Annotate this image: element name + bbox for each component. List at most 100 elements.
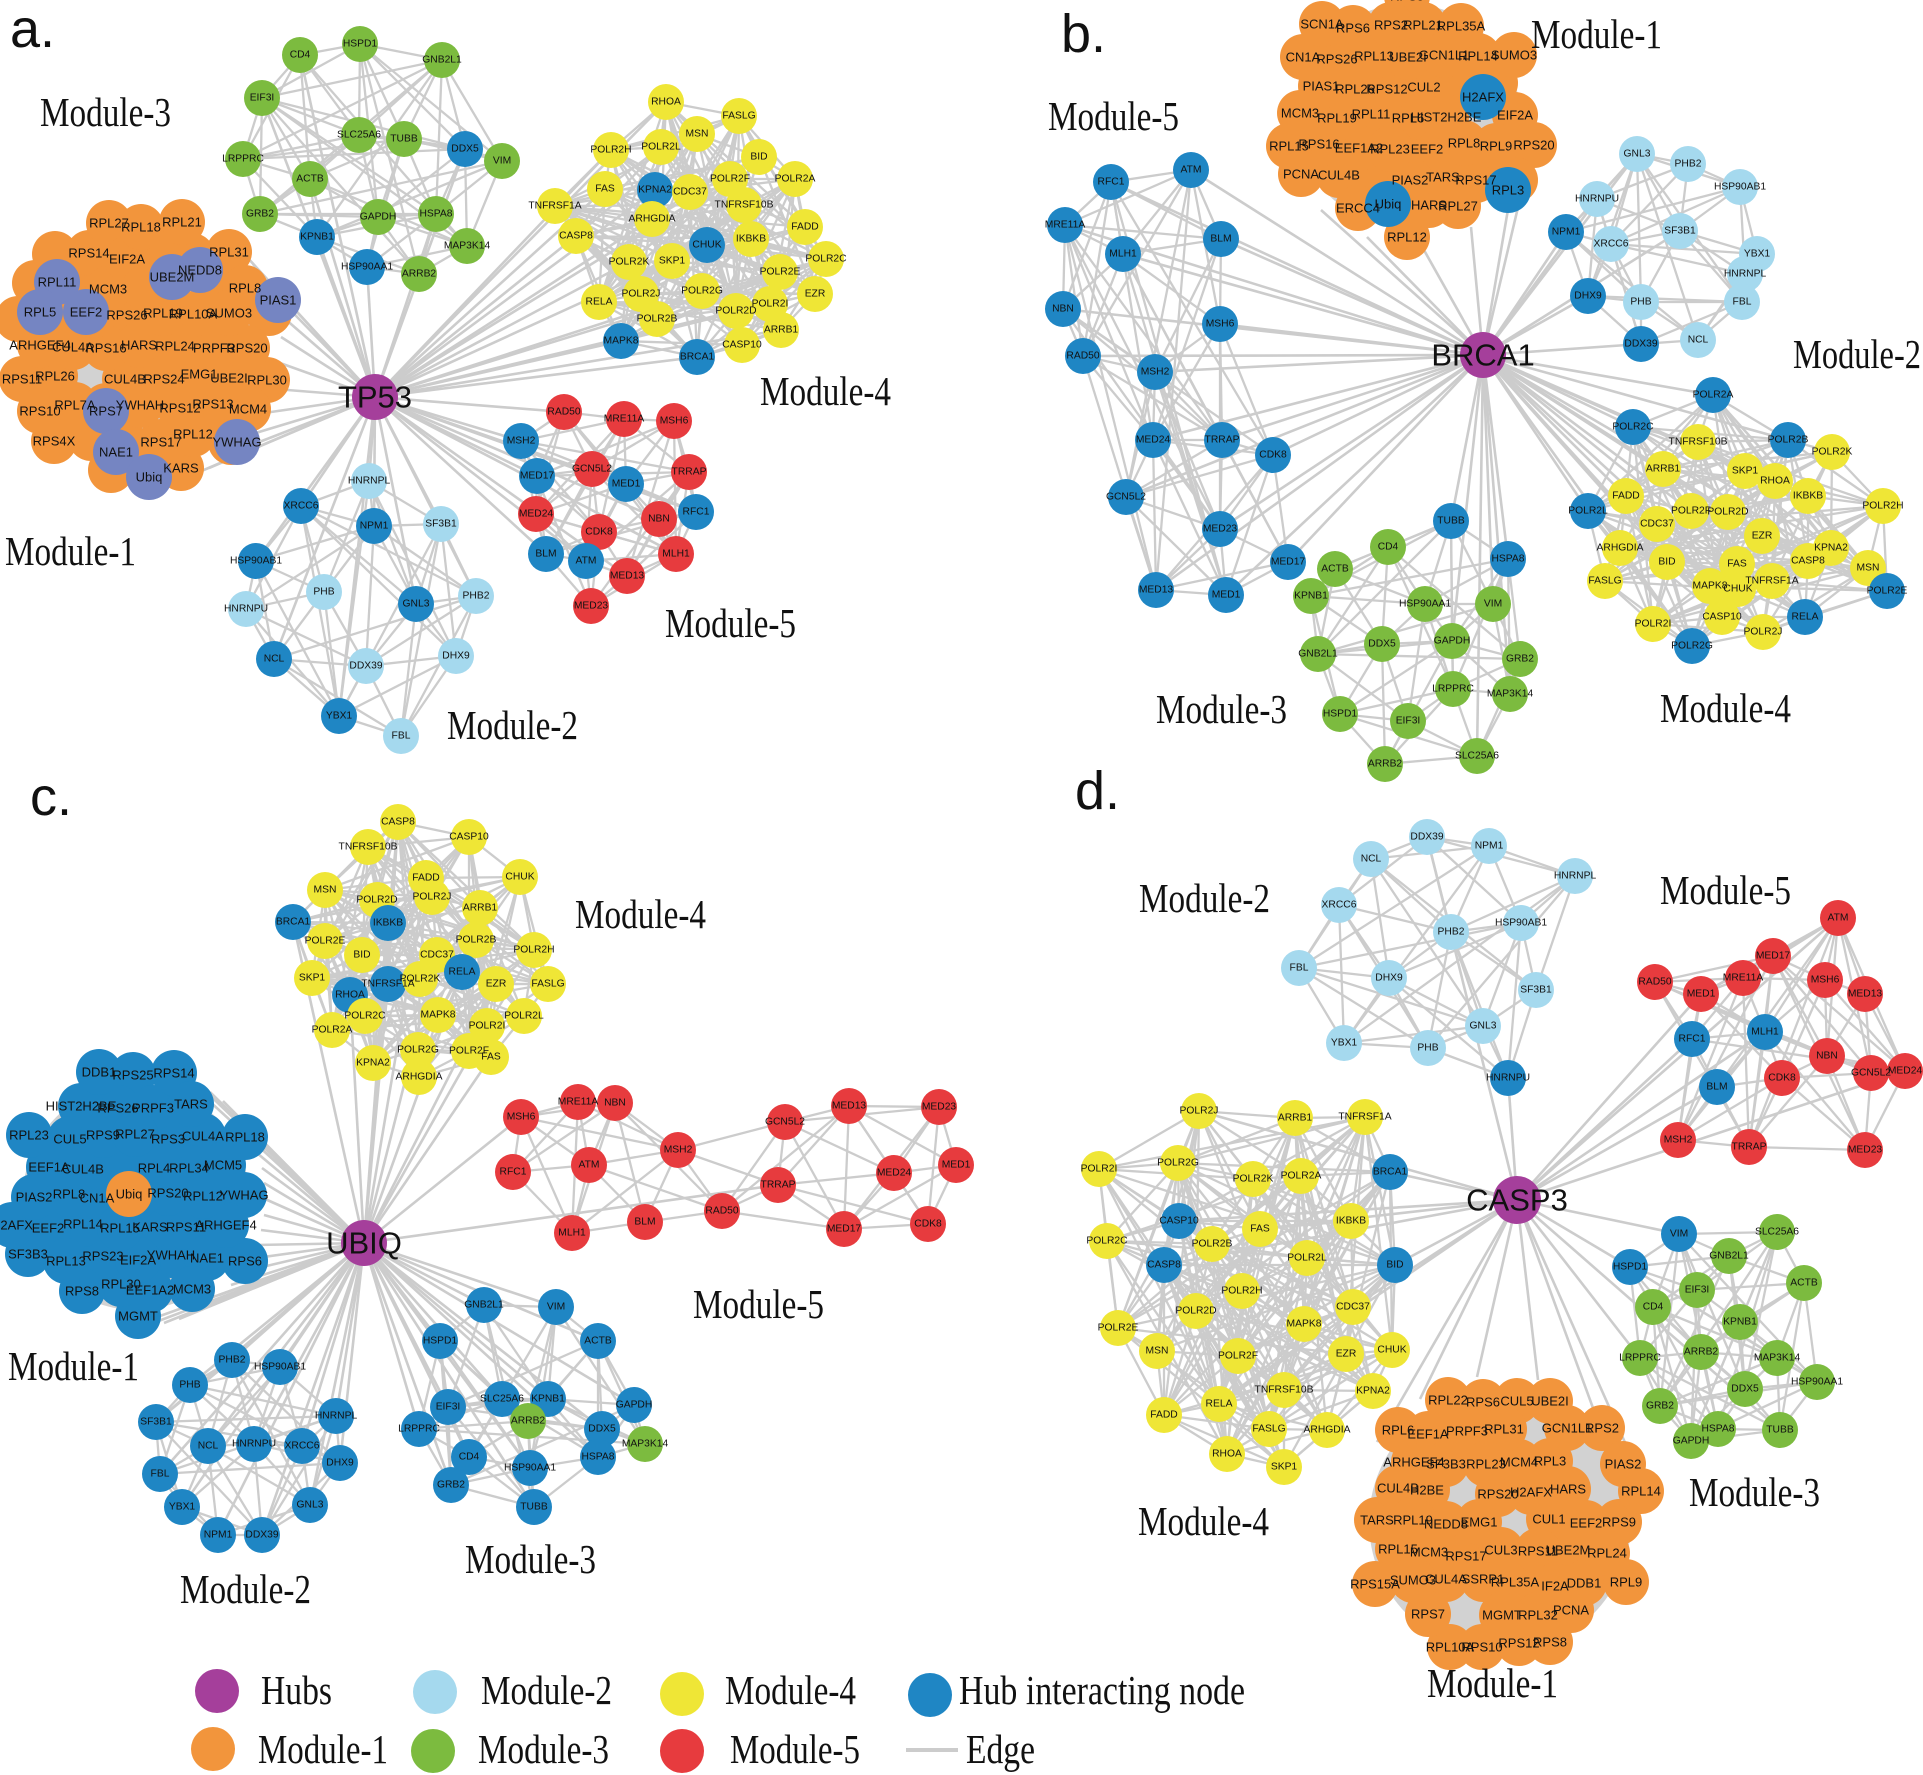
svg-text:RPL34: RPL34 (169, 1161, 209, 1176)
svg-text:TUBB: TUBB (1766, 1425, 1794, 1436)
svg-text:GAPDH: GAPDH (360, 212, 397, 223)
svg-text:POLR2A: POLR2A (312, 1025, 353, 1036)
svg-text:BID: BID (750, 152, 767, 163)
svg-text:ARRB2: ARRB2 (1368, 759, 1403, 770)
svg-text:MED23: MED23 (1848, 1145, 1883, 1156)
svg-text:RPL24: RPL24 (1587, 1546, 1627, 1561)
svg-text:XRCC6: XRCC6 (284, 501, 319, 512)
svg-text:CASP3: CASP3 (1466, 1183, 1568, 1218)
svg-text:RPL13: RPL13 (1354, 49, 1394, 64)
svg-text:RPS8: RPS8 (65, 1284, 99, 1299)
svg-text:MSH2: MSH2 (507, 436, 536, 447)
svg-text:POLR2B: POLR2B (1768, 435, 1809, 446)
svg-text:MAP3K14: MAP3K14 (1754, 1353, 1801, 1364)
svg-text:BLM: BLM (1706, 1082, 1727, 1093)
svg-text:MAPK8: MAPK8 (421, 1010, 456, 1021)
svg-text:POLR2H: POLR2H (1862, 501, 1903, 512)
svg-text:VIM: VIM (547, 1302, 565, 1313)
svg-text:HNRNPL: HNRNPL (1724, 269, 1767, 280)
svg-text:MSH6: MSH6 (1206, 319, 1235, 330)
svg-text:RAD50: RAD50 (547, 407, 580, 418)
svg-text:RPL19: RPL19 (1393, 1513, 1433, 1528)
svg-text:RPL11: RPL11 (1352, 107, 1391, 122)
svg-text:ACTB: ACTB (1321, 564, 1349, 575)
svg-text:EEF1A: EEF1A (1407, 1427, 1449, 1442)
svg-text:FASLG: FASLG (1252, 1424, 1285, 1435)
svg-text:MSH6: MSH6 (507, 1112, 536, 1123)
svg-text:LRPPRC: LRPPRC (1619, 1353, 1661, 1364)
svg-text:GCN5L2: GCN5L2 (765, 1117, 805, 1128)
svg-text:HSP90AA1: HSP90AA1 (504, 1463, 556, 1474)
svg-text:RPL6: RPL6 (1392, 111, 1425, 126)
svg-text:HSP90AA1: HSP90AA1 (341, 262, 393, 273)
svg-text:POLR2G: POLR2G (1671, 641, 1713, 652)
svg-text:Module-3: Module-3 (1156, 686, 1287, 732)
svg-text:TNFRSF10B: TNFRSF10B (1255, 1385, 1314, 1396)
svg-text:CN1A: CN1A (80, 1191, 115, 1206)
svg-text:Hub interacting node: Hub interacting node (959, 1667, 1245, 1713)
svg-text:RPL12: RPL12 (1387, 230, 1427, 245)
svg-text:CDC37: CDC37 (420, 950, 454, 961)
svg-text:NEDD8: NEDD8 (1424, 1517, 1468, 1532)
svg-text:Module-4: Module-4 (1138, 1498, 1269, 1544)
svg-text:H2AFX: H2AFX (1462, 90, 1504, 105)
svg-text:POLR2J: POLR2J (413, 892, 452, 903)
svg-text:RPS26: RPS26 (1316, 52, 1357, 67)
svg-text:Module-2: Module-2 (180, 1566, 311, 1612)
svg-text:POLR2C: POLR2C (805, 254, 847, 265)
svg-text:RPL15: RPL15 (1269, 139, 1309, 154)
svg-text:SF3B3: SF3B3 (1426, 1457, 1466, 1472)
svg-text:MED17: MED17 (1271, 557, 1306, 568)
svg-text:RPL7A: RPL7A (54, 398, 96, 413)
svg-text:MED1: MED1 (942, 1160, 971, 1171)
svg-text:RPS16: RPS16 (85, 341, 126, 356)
svg-text:PRPF3: PRPF3 (1446, 1424, 1488, 1439)
svg-text:KPNA2: KPNA2 (638, 185, 672, 196)
svg-text:EEF1A2: EEF1A2 (126, 1283, 174, 1298)
svg-text:EZR: EZR (1752, 531, 1773, 542)
svg-text:RPL21: RPL21 (1403, 18, 1443, 33)
svg-text:POLR2A: POLR2A (1693, 390, 1734, 401)
svg-text:POLR2J: POLR2J (622, 289, 661, 300)
svg-text:Module-1: Module-1 (8, 1343, 139, 1389)
svg-text:IKBKB: IKBKB (1336, 1216, 1366, 1227)
svg-text:MSH6: MSH6 (1811, 975, 1840, 986)
svg-text:GRB2: GRB2 (437, 1480, 465, 1491)
svg-text:DDX5: DDX5 (1368, 639, 1396, 650)
svg-text:POLR2L: POLR2L (1568, 506, 1608, 517)
svg-text:MAP3K14: MAP3K14 (622, 1439, 669, 1450)
svg-text:RPS8: RPS8 (1390, 0, 1424, 4)
svg-text:MLH1: MLH1 (662, 549, 690, 560)
svg-text:UBE2I: UBE2I (1531, 1394, 1569, 1409)
svg-text:BRCA1: BRCA1 (680, 352, 715, 363)
svg-text:RPS7: RPS7 (1411, 1607, 1445, 1622)
svg-text:HIST2H2BE: HIST2H2BE (46, 1099, 117, 1114)
svg-text:SKP1: SKP1 (1271, 1462, 1298, 1473)
svg-text:NCL: NCL (1361, 854, 1382, 865)
svg-text:MSN: MSN (686, 129, 709, 140)
svg-text:MED1: MED1 (612, 479, 641, 490)
svg-text:POLR2G: POLR2G (1157, 1158, 1199, 1169)
svg-text:RPS17: RPS17 (1455, 173, 1496, 188)
svg-text:MED24: MED24 (877, 1168, 912, 1179)
svg-text:RPS13: RPS13 (192, 397, 233, 412)
svg-text:FADD: FADD (791, 222, 818, 233)
svg-text:Ubiq: Ubiq (136, 470, 163, 485)
svg-text:POLR2E: POLR2E (760, 267, 801, 278)
svg-text:POLR2D: POLR2D (1707, 507, 1748, 518)
svg-text:YWHAG: YWHAG (212, 435, 261, 450)
svg-text:ATM: ATM (1181, 165, 1202, 176)
svg-text:POLR2B: POLR2B (1192, 1239, 1233, 1250)
svg-text:KPNA2: KPNA2 (1814, 543, 1848, 554)
svg-text:POLR2F: POLR2F (710, 174, 750, 185)
svg-text:RPL11: RPL11 (38, 275, 77, 290)
svg-text:RPL35A: RPL35A (1491, 1575, 1540, 1590)
svg-text:RPS10: RPS10 (19, 404, 60, 419)
svg-text:IF2A: IF2A (1541, 1579, 1569, 1594)
svg-text:HIST2H2BE: HIST2H2BE (1411, 110, 1482, 125)
svg-text:CD4: CD4 (459, 1452, 480, 1463)
svg-text:FASLG: FASLG (722, 111, 755, 122)
svg-text:DDX5: DDX5 (1731, 1384, 1759, 1395)
svg-text:Module-1: Module-1 (258, 1726, 388, 1772)
svg-text:CDC37: CDC37 (1336, 1302, 1370, 1313)
